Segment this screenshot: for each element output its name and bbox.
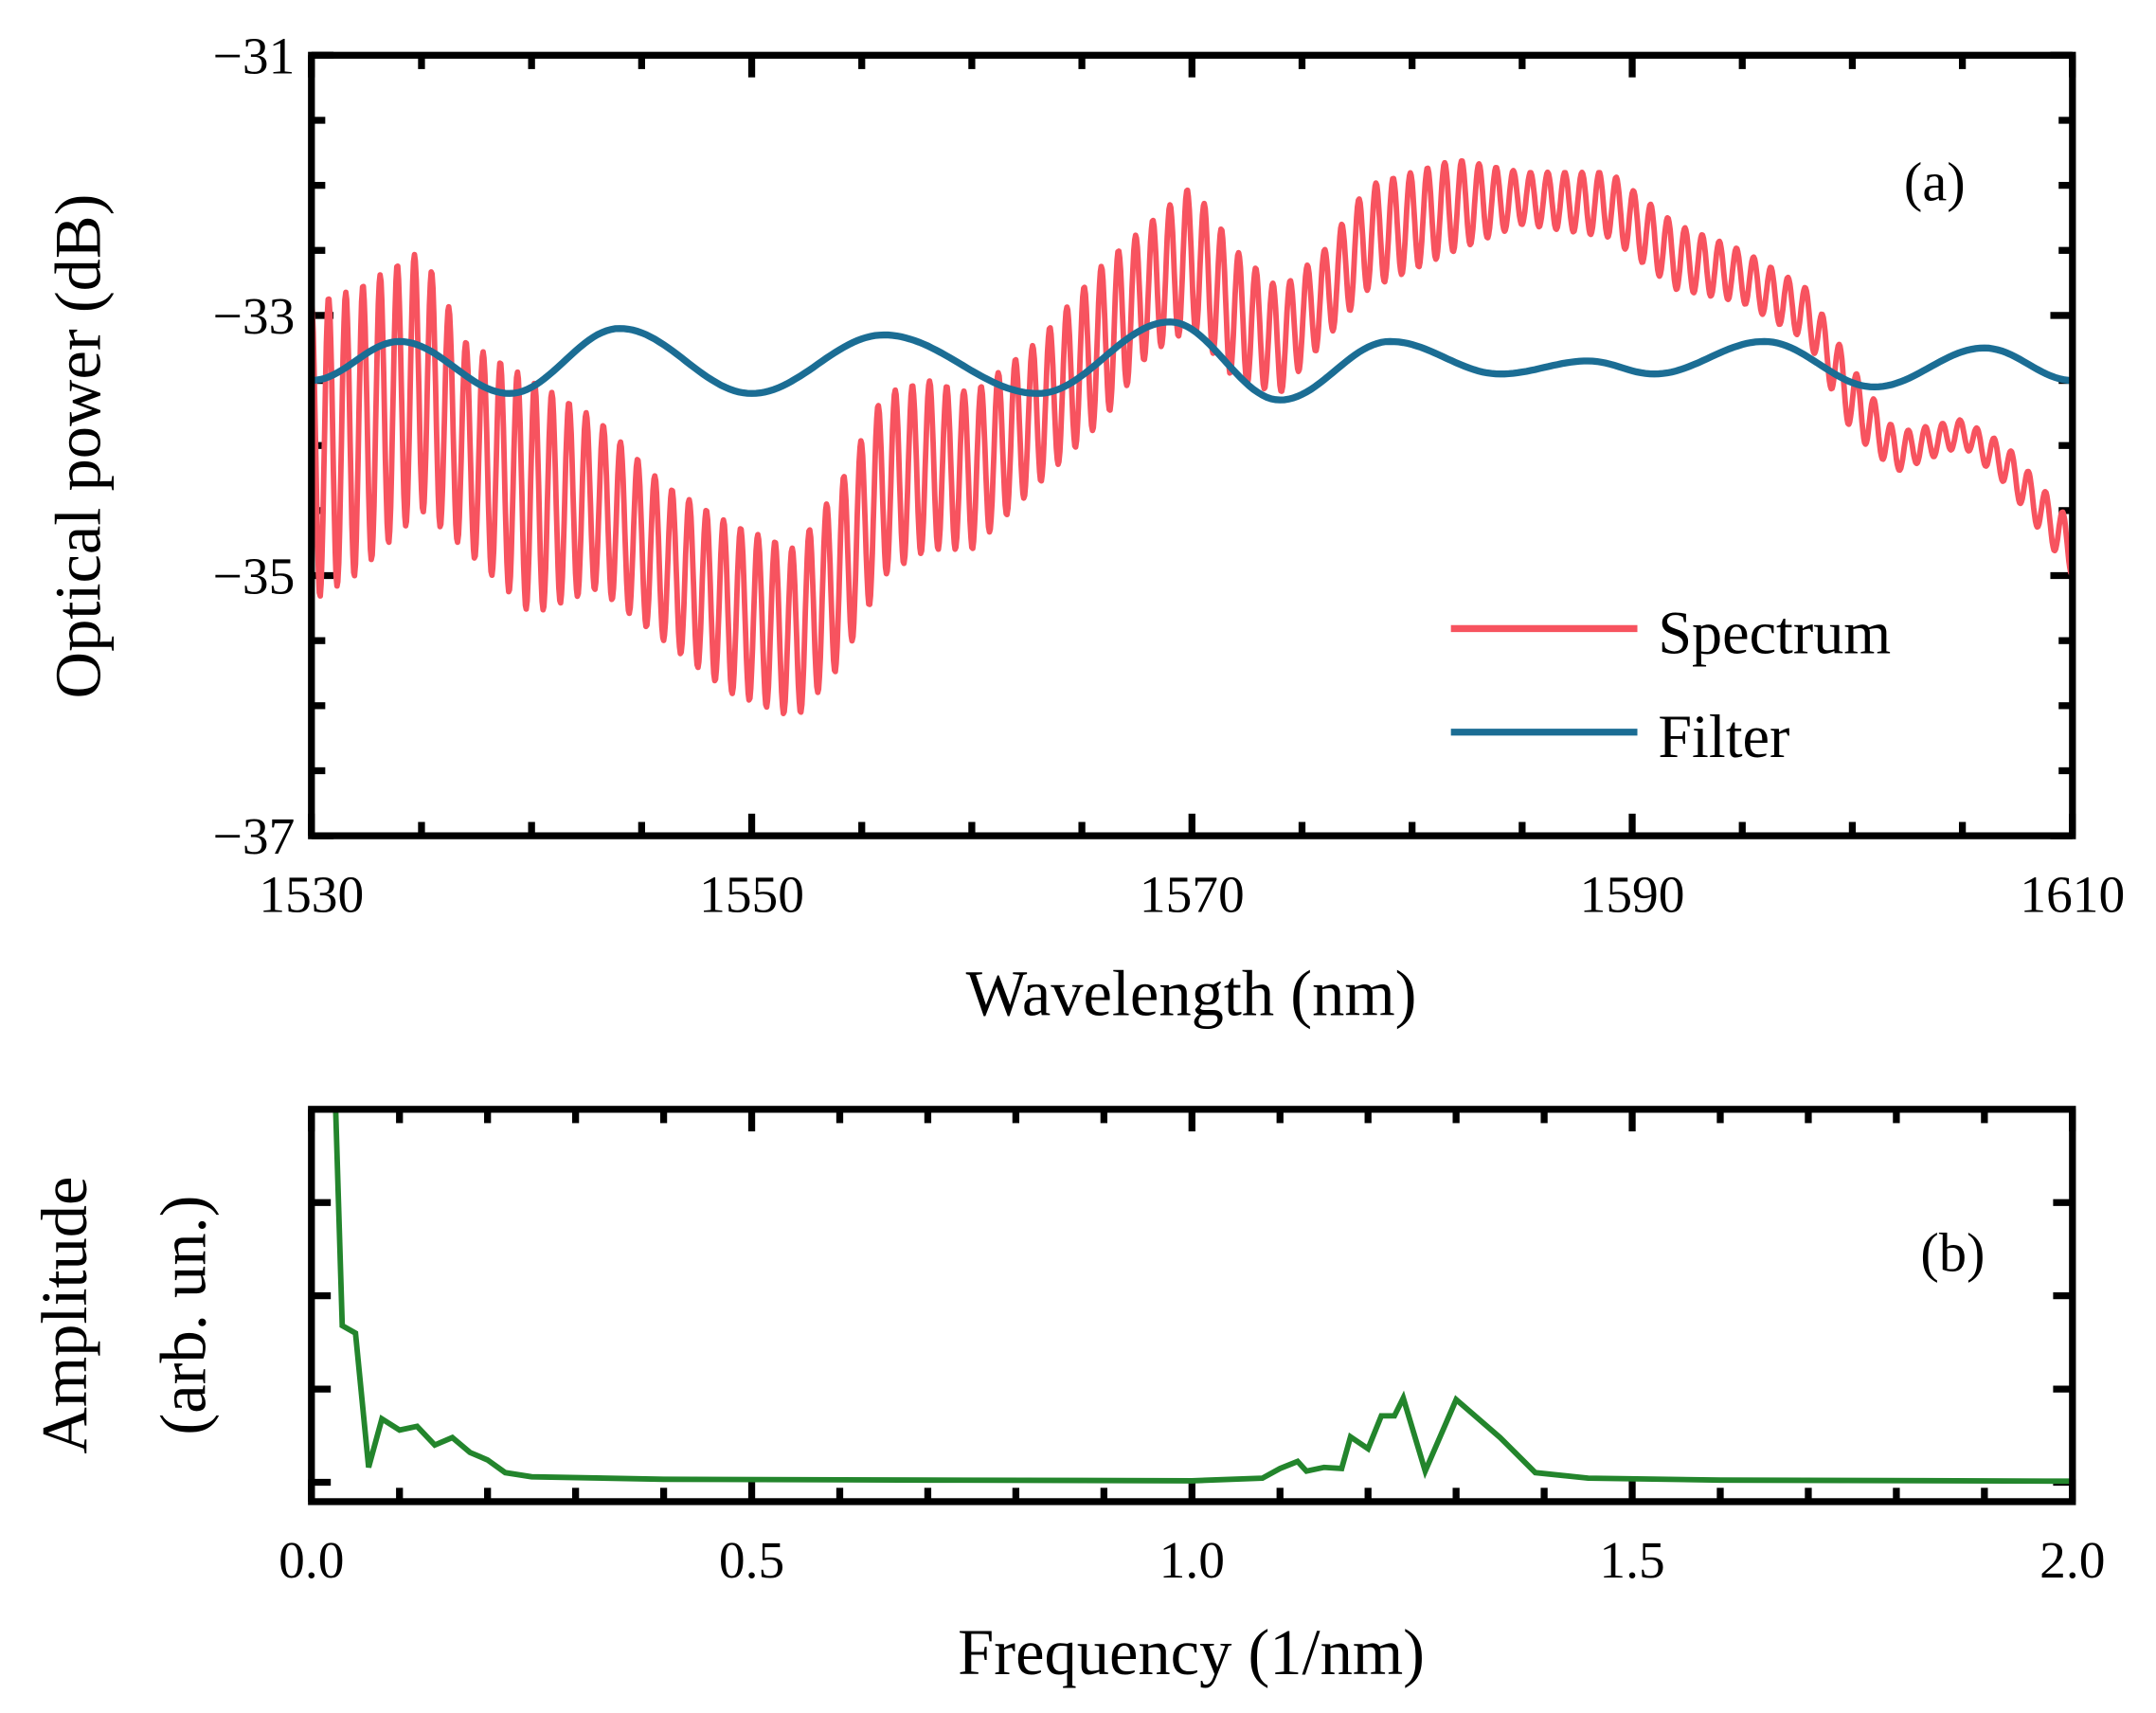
fft-ticks [308, 1109, 2076, 1502]
y-tick-label: −37 [213, 807, 296, 865]
spectrum-ticks [308, 51, 2076, 839]
fft-amplitude-line [332, 1109, 2073, 1485]
spectrum-plot-area [311, 157, 2073, 717]
y-axis-label-units: (arb. un.) [148, 1196, 220, 1435]
x-tick-label: 1530 [259, 865, 364, 923]
y-tick-label: −35 [213, 547, 296, 604]
y-tick-label: −31 [213, 27, 296, 84]
y-axis-label-amplitude: Amplitude [28, 1177, 100, 1454]
spectrum-plot-frame [308, 51, 2076, 839]
x-tick-label: 1.0 [1159, 1531, 1225, 1589]
x-tick-label: 1610 [2020, 865, 2125, 923]
y-axis-label-power: Optical power (dB) [43, 194, 115, 699]
panel-label-a: (a) [1904, 151, 1966, 212]
fft-plot-frame [308, 1106, 2076, 1506]
fft-plot-area [332, 1109, 2073, 1485]
x-tick-label: 0.5 [719, 1531, 784, 1589]
x-axis-label-frequency: Frequency (1/nm) [958, 1616, 1425, 1688]
fft-tick-labels: 0.0 0.5 1.0 1.5 2.0 [278, 1531, 2105, 1589]
panel-label-b: (b) [1920, 1221, 1985, 1283]
spectrum-panel: 1530 1550 1570 1590 1610 −37 −35 −33 −31 (a) Wav… [43, 27, 2126, 1029]
x-tick-label: 1570 [1140, 865, 1245, 923]
x-axis-label-wavelength: Wavelength (nm) [966, 958, 1417, 1030]
legend: Spectrum Filter [1450, 600, 1891, 770]
y-tick-label: −33 [213, 287, 296, 345]
filter-line [311, 318, 2073, 404]
x-tick-label: 0.0 [278, 1531, 344, 1589]
legend-label-filter: Filter [1658, 703, 1789, 770]
x-tick-label: 1590 [1580, 865, 1685, 923]
x-tick-label: 1.5 [1599, 1531, 1664, 1589]
x-tick-label: 2.0 [2039, 1531, 2105, 1589]
spectrum-line [311, 157, 2073, 717]
spectrum-tick-labels: 1530 1550 1570 1590 1610 −37 −35 −33 −31 [213, 27, 2126, 923]
legend-label-spectrum: Spectrum [1658, 600, 1891, 667]
x-tick-label: 1550 [699, 865, 804, 923]
fft-panel: 0.0 0.5 1.0 1.5 2.0 (b) Frequency (1/nm) Amp… [28, 1106, 2105, 1688]
